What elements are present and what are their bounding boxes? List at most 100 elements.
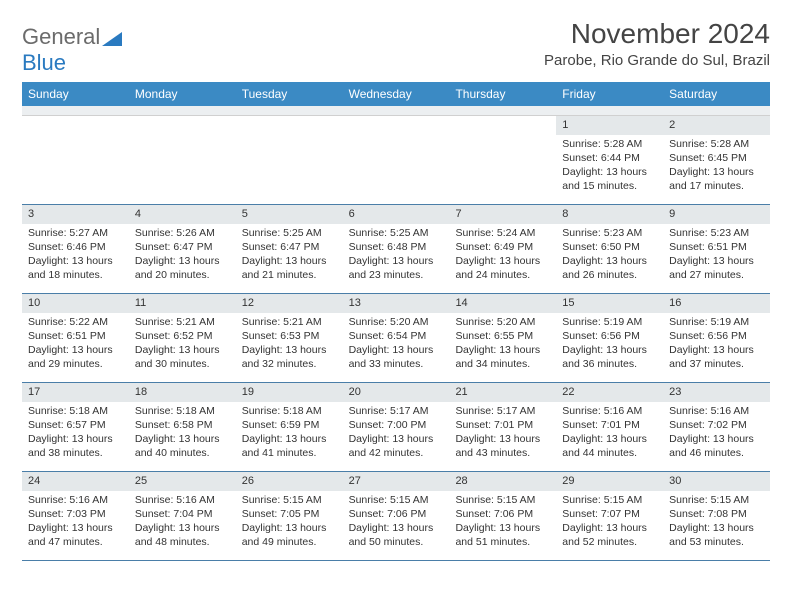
day-cell: 3Sunrise: 5:27 AMSunset: 6:46 PMDaylight… [22,205,129,293]
sunset-text: Sunset: 6:48 PM [349,240,444,254]
day-number: 1 [556,116,663,135]
daylight-text: Daylight: 13 hours and 43 minutes. [455,432,550,460]
sunrise-text: Sunrise: 5:19 AM [669,315,764,329]
day-cell: 23Sunrise: 5:16 AMSunset: 7:02 PMDayligh… [663,383,770,471]
sunset-text: Sunset: 7:05 PM [242,507,337,521]
day-body: Sunrise: 5:18 AMSunset: 6:59 PMDaylight:… [236,402,343,467]
sunrise-text: Sunrise: 5:22 AM [28,315,123,329]
day-body: Sunrise: 5:24 AMSunset: 6:49 PMDaylight:… [449,224,556,289]
weeks-container: 1Sunrise: 5:28 AMSunset: 6:44 PMDaylight… [22,116,770,561]
sunset-text: Sunset: 7:06 PM [455,507,550,521]
day-number: 15 [556,294,663,313]
logo-text-gray: General [22,24,100,49]
day-body: Sunrise: 5:16 AMSunset: 7:02 PMDaylight:… [663,402,770,467]
daylight-text: Daylight: 13 hours and 32 minutes. [242,343,337,371]
day-body: Sunrise: 5:22 AMSunset: 6:51 PMDaylight:… [22,313,129,378]
triangle-icon [102,32,122,46]
day-body: Sunrise: 5:21 AMSunset: 6:52 PMDaylight:… [129,313,236,378]
day-cell: 18Sunrise: 5:18 AMSunset: 6:58 PMDayligh… [129,383,236,471]
sunrise-text: Sunrise: 5:15 AM [242,493,337,507]
sunrise-text: Sunrise: 5:21 AM [135,315,230,329]
sunrise-text: Sunrise: 5:28 AM [562,137,657,151]
sunset-text: Sunset: 6:51 PM [28,329,123,343]
day-body: Sunrise: 5:16 AMSunset: 7:04 PMDaylight:… [129,491,236,556]
daylight-text: Daylight: 13 hours and 50 minutes. [349,521,444,549]
header: General Blue November 2024 Parobe, Rio G… [22,18,770,76]
sunrise-text: Sunrise: 5:23 AM [562,226,657,240]
dow-cell: Wednesday [343,82,450,106]
day-number: 17 [22,383,129,402]
day-cell: 5Sunrise: 5:25 AMSunset: 6:47 PMDaylight… [236,205,343,293]
day-body: Sunrise: 5:25 AMSunset: 6:47 PMDaylight:… [236,224,343,289]
sunrise-text: Sunrise: 5:21 AM [242,315,337,329]
day-body: Sunrise: 5:17 AMSunset: 7:01 PMDaylight:… [449,402,556,467]
day-body: Sunrise: 5:28 AMSunset: 6:44 PMDaylight:… [556,135,663,200]
dow-row: SundayMondayTuesdayWednesdayThursdayFrid… [22,82,770,106]
day-cell [343,116,450,204]
day-body: Sunrise: 5:19 AMSunset: 6:56 PMDaylight:… [556,313,663,378]
day-cell: 1Sunrise: 5:28 AMSunset: 6:44 PMDaylight… [556,116,663,204]
daylight-text: Daylight: 13 hours and 51 minutes. [455,521,550,549]
day-body: Sunrise: 5:15 AMSunset: 7:06 PMDaylight:… [449,491,556,556]
daylight-text: Daylight: 13 hours and 26 minutes. [562,254,657,282]
title-block: November 2024 Parobe, Rio Grande do Sul,… [544,18,770,69]
day-cell: 8Sunrise: 5:23 AMSunset: 6:50 PMDaylight… [556,205,663,293]
daylight-text: Daylight: 13 hours and 30 minutes. [135,343,230,371]
daylight-text: Daylight: 13 hours and 49 minutes. [242,521,337,549]
sunset-text: Sunset: 6:50 PM [562,240,657,254]
daylight-text: Daylight: 13 hours and 37 minutes. [669,343,764,371]
daylight-text: Daylight: 13 hours and 48 minutes. [135,521,230,549]
day-cell [129,116,236,204]
daylight-text: Daylight: 13 hours and 23 minutes. [349,254,444,282]
sunset-text: Sunset: 6:54 PM [349,329,444,343]
week-row: 10Sunrise: 5:22 AMSunset: 6:51 PMDayligh… [22,294,770,383]
daylight-text: Daylight: 13 hours and 29 minutes. [28,343,123,371]
day-number: 24 [22,472,129,491]
day-body: Sunrise: 5:17 AMSunset: 7:00 PMDaylight:… [343,402,450,467]
sunrise-text: Sunrise: 5:26 AM [135,226,230,240]
daylight-text: Daylight: 13 hours and 41 minutes. [242,432,337,460]
day-number: 28 [449,472,556,491]
day-cell: 10Sunrise: 5:22 AMSunset: 6:51 PMDayligh… [22,294,129,382]
sunset-text: Sunset: 7:01 PM [562,418,657,432]
sunrise-text: Sunrise: 5:15 AM [562,493,657,507]
sunrise-text: Sunrise: 5:16 AM [135,493,230,507]
day-cell: 7Sunrise: 5:24 AMSunset: 6:49 PMDaylight… [449,205,556,293]
sunset-text: Sunset: 6:59 PM [242,418,337,432]
day-cell: 9Sunrise: 5:23 AMSunset: 6:51 PMDaylight… [663,205,770,293]
logo-text-blue: Blue [22,50,66,75]
day-number: 26 [236,472,343,491]
sunset-text: Sunset: 7:08 PM [669,507,764,521]
day-number: 11 [129,294,236,313]
day-cell: 13Sunrise: 5:20 AMSunset: 6:54 PMDayligh… [343,294,450,382]
daylight-text: Daylight: 13 hours and 27 minutes. [669,254,764,282]
sunrise-text: Sunrise: 5:18 AM [28,404,123,418]
week-row: 17Sunrise: 5:18 AMSunset: 6:57 PMDayligh… [22,383,770,472]
day-number: 18 [129,383,236,402]
day-number: 7 [449,205,556,224]
day-cell [449,116,556,204]
daylight-text: Daylight: 13 hours and 52 minutes. [562,521,657,549]
sunrise-text: Sunrise: 5:16 AM [28,493,123,507]
sunset-text: Sunset: 6:51 PM [669,240,764,254]
day-body: Sunrise: 5:26 AMSunset: 6:47 PMDaylight:… [129,224,236,289]
sunset-text: Sunset: 6:53 PM [242,329,337,343]
dow-cell: Friday [556,82,663,106]
day-number: 8 [556,205,663,224]
day-number: 19 [236,383,343,402]
day-body: Sunrise: 5:25 AMSunset: 6:48 PMDaylight:… [343,224,450,289]
sunset-text: Sunset: 7:07 PM [562,507,657,521]
day-body: Sunrise: 5:23 AMSunset: 6:50 PMDaylight:… [556,224,663,289]
sunset-text: Sunset: 6:44 PM [562,151,657,165]
sunset-text: Sunset: 6:55 PM [455,329,550,343]
week-row: 24Sunrise: 5:16 AMSunset: 7:03 PMDayligh… [22,472,770,561]
spacer-row [22,106,770,116]
dow-cell: Sunday [22,82,129,106]
day-cell: 14Sunrise: 5:20 AMSunset: 6:55 PMDayligh… [449,294,556,382]
day-cell: 25Sunrise: 5:16 AMSunset: 7:04 PMDayligh… [129,472,236,560]
day-number: 13 [343,294,450,313]
daylight-text: Daylight: 13 hours and 47 minutes. [28,521,123,549]
day-number: 14 [449,294,556,313]
day-number: 21 [449,383,556,402]
sunset-text: Sunset: 7:03 PM [28,507,123,521]
